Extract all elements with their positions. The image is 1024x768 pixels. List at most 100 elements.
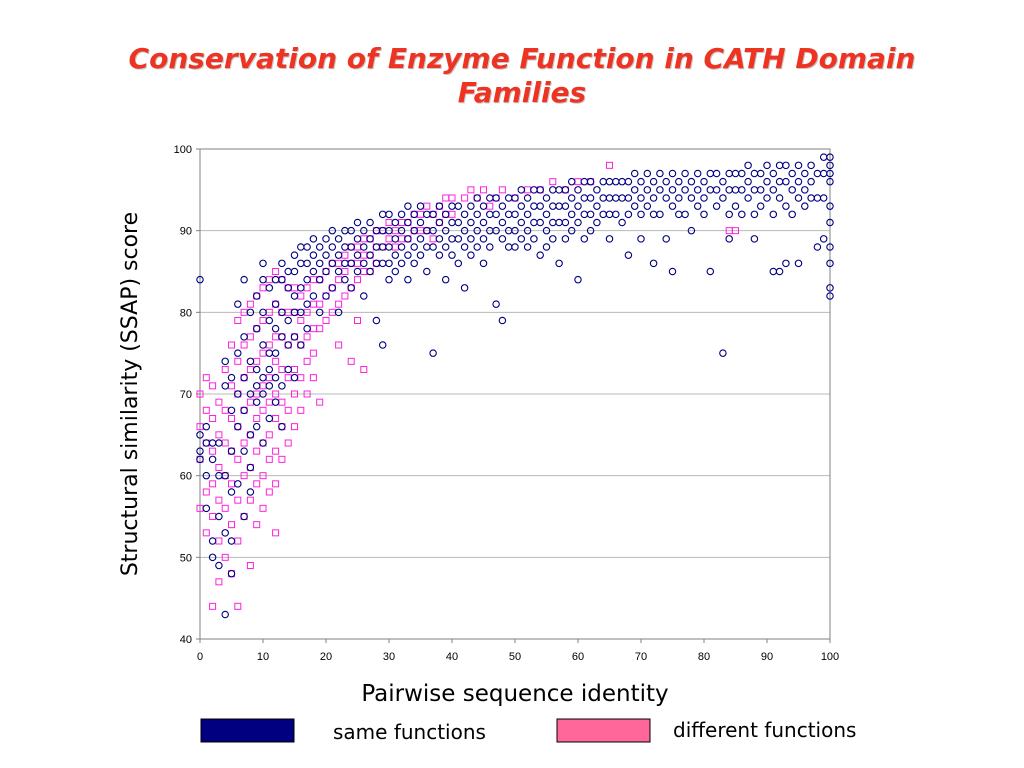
x-tick-labels: 0 10 20 30 40 50 60 70 80 90 100 bbox=[197, 651, 839, 663]
point-different-functions bbox=[574, 178, 582, 186]
point-same-functions bbox=[574, 218, 582, 227]
point-different-functions bbox=[429, 235, 437, 243]
point-same-functions bbox=[744, 177, 752, 186]
point-same-functions bbox=[599, 177, 607, 186]
point-same-functions bbox=[309, 292, 318, 300]
point-different-functions bbox=[253, 447, 261, 455]
point-same-functions bbox=[643, 169, 652, 178]
point-same-functions bbox=[511, 194, 519, 202]
point-same-functions bbox=[668, 267, 677, 276]
point-different-functions bbox=[253, 480, 261, 488]
point-same-functions bbox=[234, 422, 242, 431]
point-same-functions bbox=[763, 161, 771, 170]
point-different-functions bbox=[209, 602, 217, 610]
point-same-functions bbox=[637, 210, 645, 219]
point-same-functions bbox=[360, 243, 368, 251]
point-different-functions bbox=[272, 357, 280, 365]
point-different-functions bbox=[309, 300, 317, 308]
point-same-functions bbox=[498, 316, 507, 325]
point-same-functions bbox=[630, 202, 639, 210]
point-different-functions bbox=[309, 276, 317, 284]
point-same-functions bbox=[662, 177, 670, 186]
point-same-functions bbox=[423, 210, 431, 219]
point-same-functions bbox=[416, 202, 425, 210]
point-same-functions bbox=[492, 210, 500, 219]
point-same-functions bbox=[523, 243, 532, 251]
point-same-functions bbox=[290, 267, 299, 276]
point-same-functions bbox=[649, 177, 658, 186]
point-same-functions bbox=[391, 251, 400, 259]
point-same-functions bbox=[378, 259, 387, 268]
point-same-functions bbox=[530, 218, 538, 227]
point-same-functions bbox=[605, 210, 614, 219]
point-same-functions bbox=[612, 210, 620, 219]
point-same-functions bbox=[826, 292, 834, 300]
point-same-functions bbox=[473, 210, 481, 219]
point-same-functions bbox=[504, 194, 513, 202]
point-same-functions bbox=[309, 251, 318, 259]
point-same-functions bbox=[297, 259, 305, 268]
point-same-functions bbox=[819, 169, 828, 178]
point-same-functions bbox=[240, 275, 248, 284]
point-different-functions bbox=[335, 276, 343, 284]
point-different-functions bbox=[196, 390, 204, 398]
point-same-functions bbox=[769, 210, 778, 219]
point-different-functions bbox=[480, 186, 487, 194]
point-same-functions bbox=[303, 275, 311, 284]
point-different-functions bbox=[297, 374, 305, 382]
y-tick-labels: 40 50 60 70 80 90 100 bbox=[174, 144, 192, 646]
point-same-functions bbox=[347, 284, 355, 292]
point-same-functions bbox=[246, 463, 255, 472]
point-same-functions bbox=[290, 333, 299, 341]
point-different-functions bbox=[335, 341, 343, 349]
point-same-functions bbox=[227, 447, 236, 455]
point-different-functions bbox=[215, 578, 223, 586]
point-same-functions bbox=[549, 235, 557, 243]
point-different-functions bbox=[246, 398, 254, 406]
x-axis-label: Pairwise sequence identity bbox=[361, 681, 668, 707]
point-same-functions bbox=[731, 169, 740, 178]
point-same-functions bbox=[227, 537, 236, 545]
point-different-functions bbox=[259, 406, 267, 414]
point-different-functions bbox=[234, 602, 242, 610]
point-same-functions bbox=[460, 243, 469, 251]
point-same-functions bbox=[675, 194, 683, 202]
point-different-functions bbox=[265, 374, 273, 382]
point-different-functions bbox=[209, 513, 217, 520]
point-same-functions bbox=[561, 186, 570, 194]
point-same-functions bbox=[221, 357, 229, 366]
point-same-functions bbox=[586, 194, 595, 202]
point-different-functions bbox=[335, 300, 343, 308]
point-same-functions bbox=[397, 226, 406, 235]
point-same-functions bbox=[813, 169, 822, 178]
x-tick-label-60: 60 bbox=[572, 651, 584, 663]
point-same-functions bbox=[738, 210, 746, 219]
point-same-functions bbox=[775, 194, 784, 202]
point-same-functions bbox=[580, 177, 589, 186]
y-tick-label-70: 70 bbox=[180, 389, 192, 401]
point-different-functions bbox=[448, 194, 456, 202]
point-same-functions bbox=[397, 243, 406, 251]
point-different-functions bbox=[265, 488, 273, 496]
point-different-functions bbox=[385, 235, 393, 243]
point-same-functions bbox=[441, 243, 450, 251]
point-same-functions bbox=[284, 267, 292, 276]
point-same-functions bbox=[801, 169, 809, 178]
point-same-functions bbox=[240, 373, 248, 382]
point-same-functions bbox=[567, 177, 576, 186]
point-same-functions bbox=[706, 169, 715, 178]
y-tick-label-100: 100 bbox=[174, 144, 192, 156]
point-same-functions bbox=[574, 186, 582, 194]
point-same-functions bbox=[580, 235, 589, 243]
point-same-functions bbox=[826, 161, 834, 170]
point-same-functions bbox=[643, 186, 652, 194]
point-same-functions bbox=[536, 218, 544, 227]
point-same-functions bbox=[769, 169, 778, 178]
point-same-functions bbox=[297, 243, 305, 251]
point-different-functions bbox=[398, 235, 406, 243]
point-same-functions bbox=[813, 194, 822, 202]
point-different-functions bbox=[272, 529, 280, 537]
point-same-functions bbox=[259, 373, 267, 382]
point-same-functions bbox=[567, 210, 576, 219]
point-same-functions bbox=[416, 235, 425, 243]
